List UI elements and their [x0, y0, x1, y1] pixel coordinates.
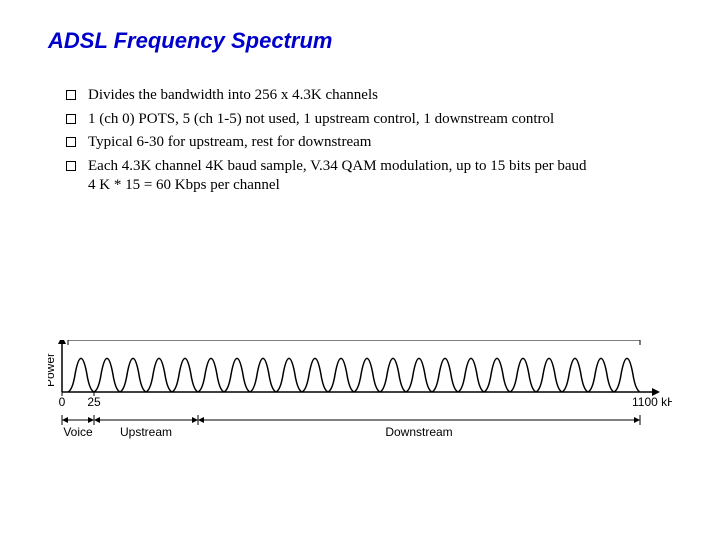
svg-text:Voice: Voice — [63, 425, 93, 439]
square-bullet-icon — [66, 161, 76, 171]
svg-text:1100 kHz: 1100 kHz — [632, 395, 672, 409]
bullet-text: Divides the bandwidth into 256 x 4.3K ch… — [88, 86, 672, 106]
bullet-text: Each 4.3K channel 4K baud sample, V.34 Q… — [88, 157, 672, 196]
svg-text:Downstream: Downstream — [385, 425, 452, 439]
list-item: Typical 6-30 for upstream, rest for down… — [66, 133, 672, 153]
list-item: 1 (ch 0) POTS, 5 (ch 1-5) not used, 1 up… — [66, 110, 672, 130]
square-bullet-icon — [66, 114, 76, 124]
svg-text:0: 0 — [59, 395, 66, 409]
list-item: Divides the bandwidth into 256 x 4.3K ch… — [66, 86, 672, 106]
list-item: Each 4.3K channel 4K baud sample, V.34 Q… — [66, 157, 672, 196]
square-bullet-icon — [66, 137, 76, 147]
svg-text:Power: Power — [48, 353, 57, 387]
slide-title: ADSL Frequency Spectrum — [48, 28, 672, 54]
bullet-text: Typical 6-30 for upstream, rest for down… — [88, 133, 672, 153]
svg-text:25: 25 — [87, 395, 101, 409]
bullet-text: 1 (ch 0) POTS, 5 (ch 1-5) not used, 1 up… — [88, 110, 672, 130]
square-bullet-icon — [66, 90, 76, 100]
spectrum-diagram: 256 4-kHz ChannelsPower0251100 kHzVoiceU… — [48, 340, 672, 480]
bullet-list: Divides the bandwidth into 256 x 4.3K ch… — [66, 86, 672, 196]
svg-text:Upstream: Upstream — [120, 425, 172, 439]
